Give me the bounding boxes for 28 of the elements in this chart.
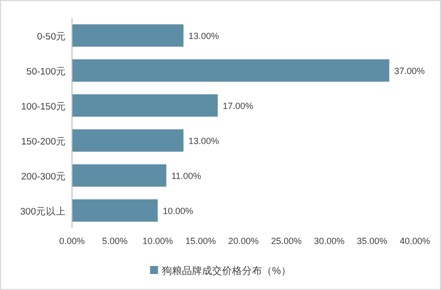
bar <box>72 94 218 117</box>
data-label: 11.00% <box>171 171 202 181</box>
y-tick-label: 300元以上 <box>20 206 66 218</box>
x-tick-label: 40.00% <box>400 236 430 246</box>
data-label: 37.00% <box>394 66 425 76</box>
x-tick-label: 30.00% <box>314 236 345 246</box>
data-label: 13.00% <box>188 31 220 41</box>
x-tick-label: 20.00% <box>228 236 259 246</box>
bar <box>72 129 184 152</box>
x-tick-label: 15.00% <box>185 236 216 246</box>
y-tick-label: 150-200元 <box>21 136 66 148</box>
y-tick-label: 50-100元 <box>26 66 66 78</box>
y-tick-label: 200-300元 <box>21 172 66 182</box>
data-label: 17.00% <box>222 101 254 111</box>
bar <box>72 199 158 222</box>
y-tick-label: 100-150元 <box>21 102 66 112</box>
bar <box>72 164 166 187</box>
bar <box>72 59 390 82</box>
x-tick-label: 10.00% <box>142 236 174 246</box>
x-tick-label: 35.00% <box>356 236 388 246</box>
bar <box>72 24 184 47</box>
x-tick-label: 25.00% <box>271 236 302 246</box>
y-tick-label: 0-50元 <box>36 32 66 42</box>
data-label: 13.00% <box>188 136 220 146</box>
x-tick-label: 5.00% <box>102 236 128 246</box>
x-tick-label: 0.00% <box>59 236 85 246</box>
data-label: 10.00% <box>162 206 194 216</box>
legend-label: 狗粮品牌成交价格分布（%） <box>162 265 291 277</box>
